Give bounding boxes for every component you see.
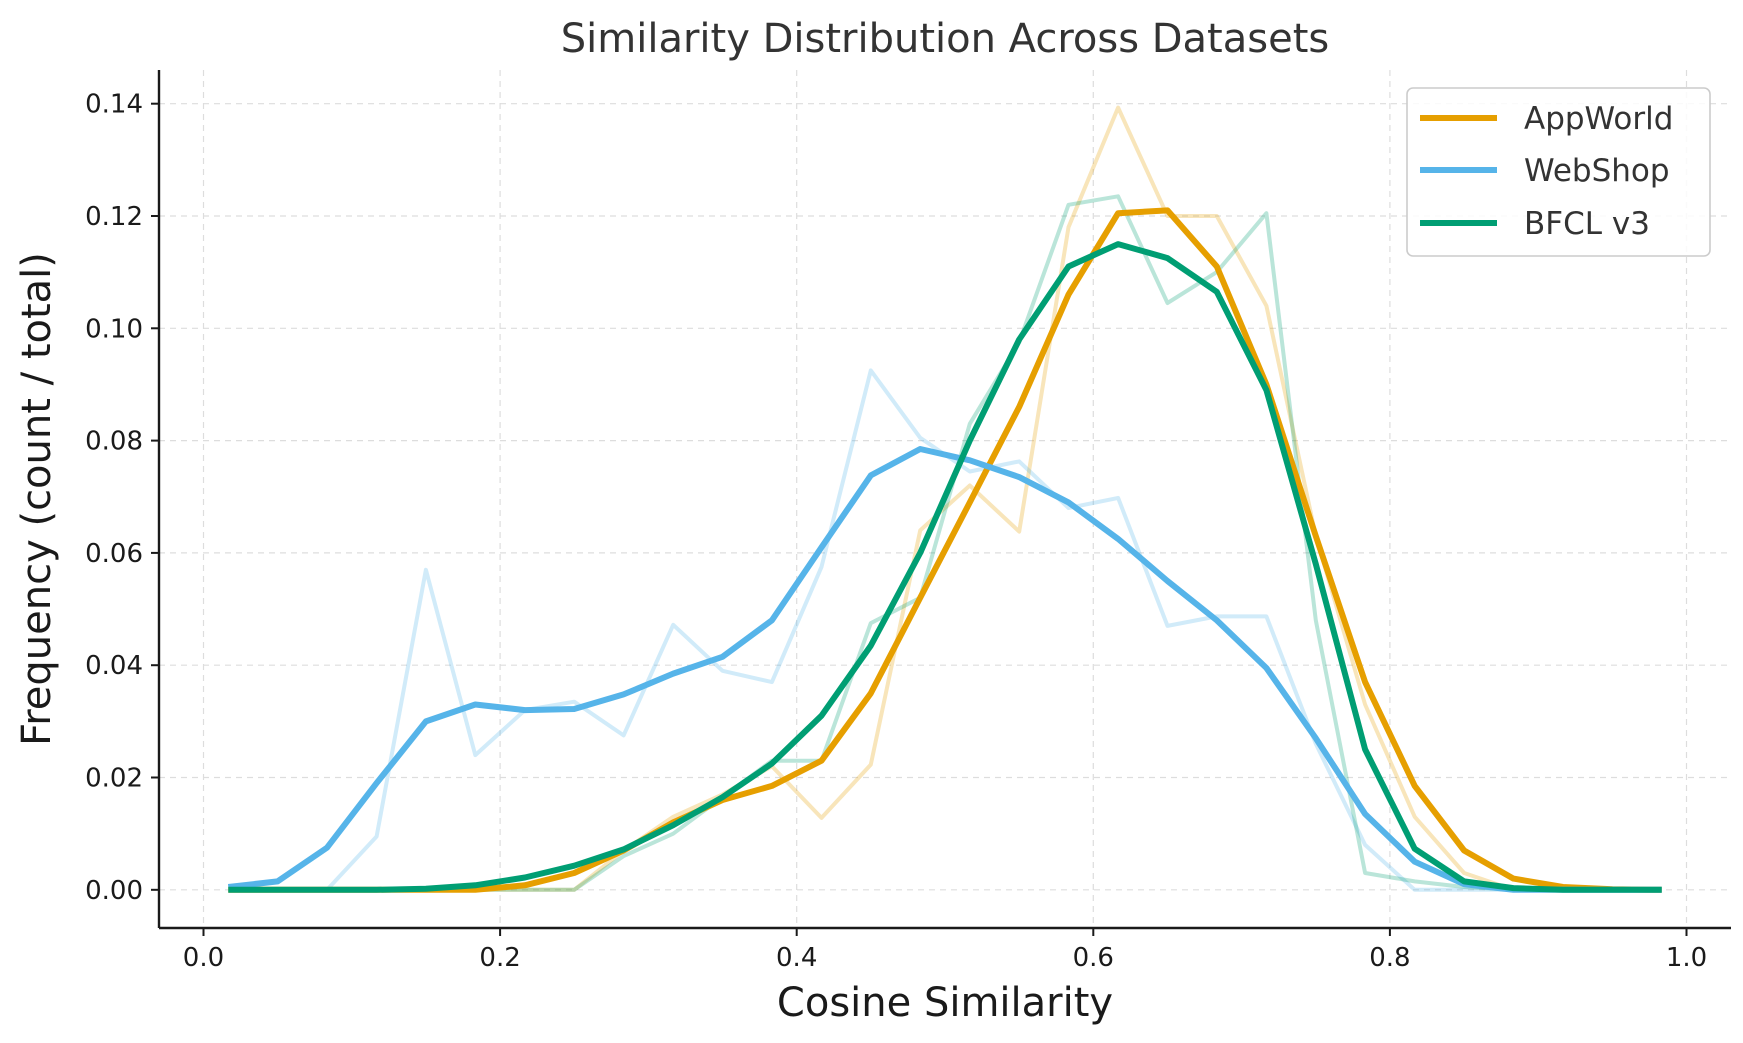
- y-tick-label: 0.08: [85, 427, 143, 457]
- y-ticks: 0.00 0.02 0.04 0.06 0.08 0.10 0.12 0.14: [85, 90, 159, 906]
- legend-label-appworld: AppWorld: [1524, 101, 1673, 137]
- x-tick-label: 0.4: [776, 943, 817, 973]
- x-tick-label: 0.8: [1369, 943, 1410, 973]
- y-tick-label: 0.06: [85, 539, 143, 569]
- legend-frame: [1406, 87, 1711, 257]
- chart-title: Similarity Distribution Across Datasets: [561, 16, 1329, 62]
- smoothed-series-lines: [227, 207, 1662, 893]
- y-tick-label: 0.10: [85, 314, 143, 344]
- y-tick-label: 0.02: [85, 764, 143, 794]
- x-tick-label: 0.0: [183, 943, 224, 973]
- x-tick-label: 1.0: [1666, 943, 1707, 973]
- y-tick-label: 0.00: [85, 876, 143, 906]
- x-tick-label: 0.6: [1073, 943, 1114, 973]
- legend-label-webshop: WebShop: [1524, 153, 1670, 189]
- x-tick-label: 0.2: [479, 943, 520, 973]
- x-ticks: 0.0 0.2 0.4 0.6 0.8 1.0: [183, 928, 1707, 973]
- y-tick-label: 0.04: [85, 651, 143, 681]
- axes: [157, 70, 1731, 930]
- y-axis-label: Frequency (count / total): [14, 252, 60, 746]
- y-tick-label: 0.12: [85, 202, 143, 232]
- legend-label-bfcl-v3: BFCL v3: [1524, 206, 1650, 242]
- y-tick-label: 0.14: [85, 90, 143, 120]
- raw-line-webshop: [228, 368, 1662, 892]
- raw-line-bfcl-v3: [228, 194, 1662, 892]
- x-axis-label: Cosine Similarity: [777, 980, 1113, 1026]
- series-line-webshop: [227, 446, 1662, 893]
- series-line-appworld: [228, 207, 1662, 893]
- legend: AppWorld WebShop BFCL v3: [1406, 87, 1711, 257]
- series-line-bfcl-v3: [228, 241, 1662, 893]
